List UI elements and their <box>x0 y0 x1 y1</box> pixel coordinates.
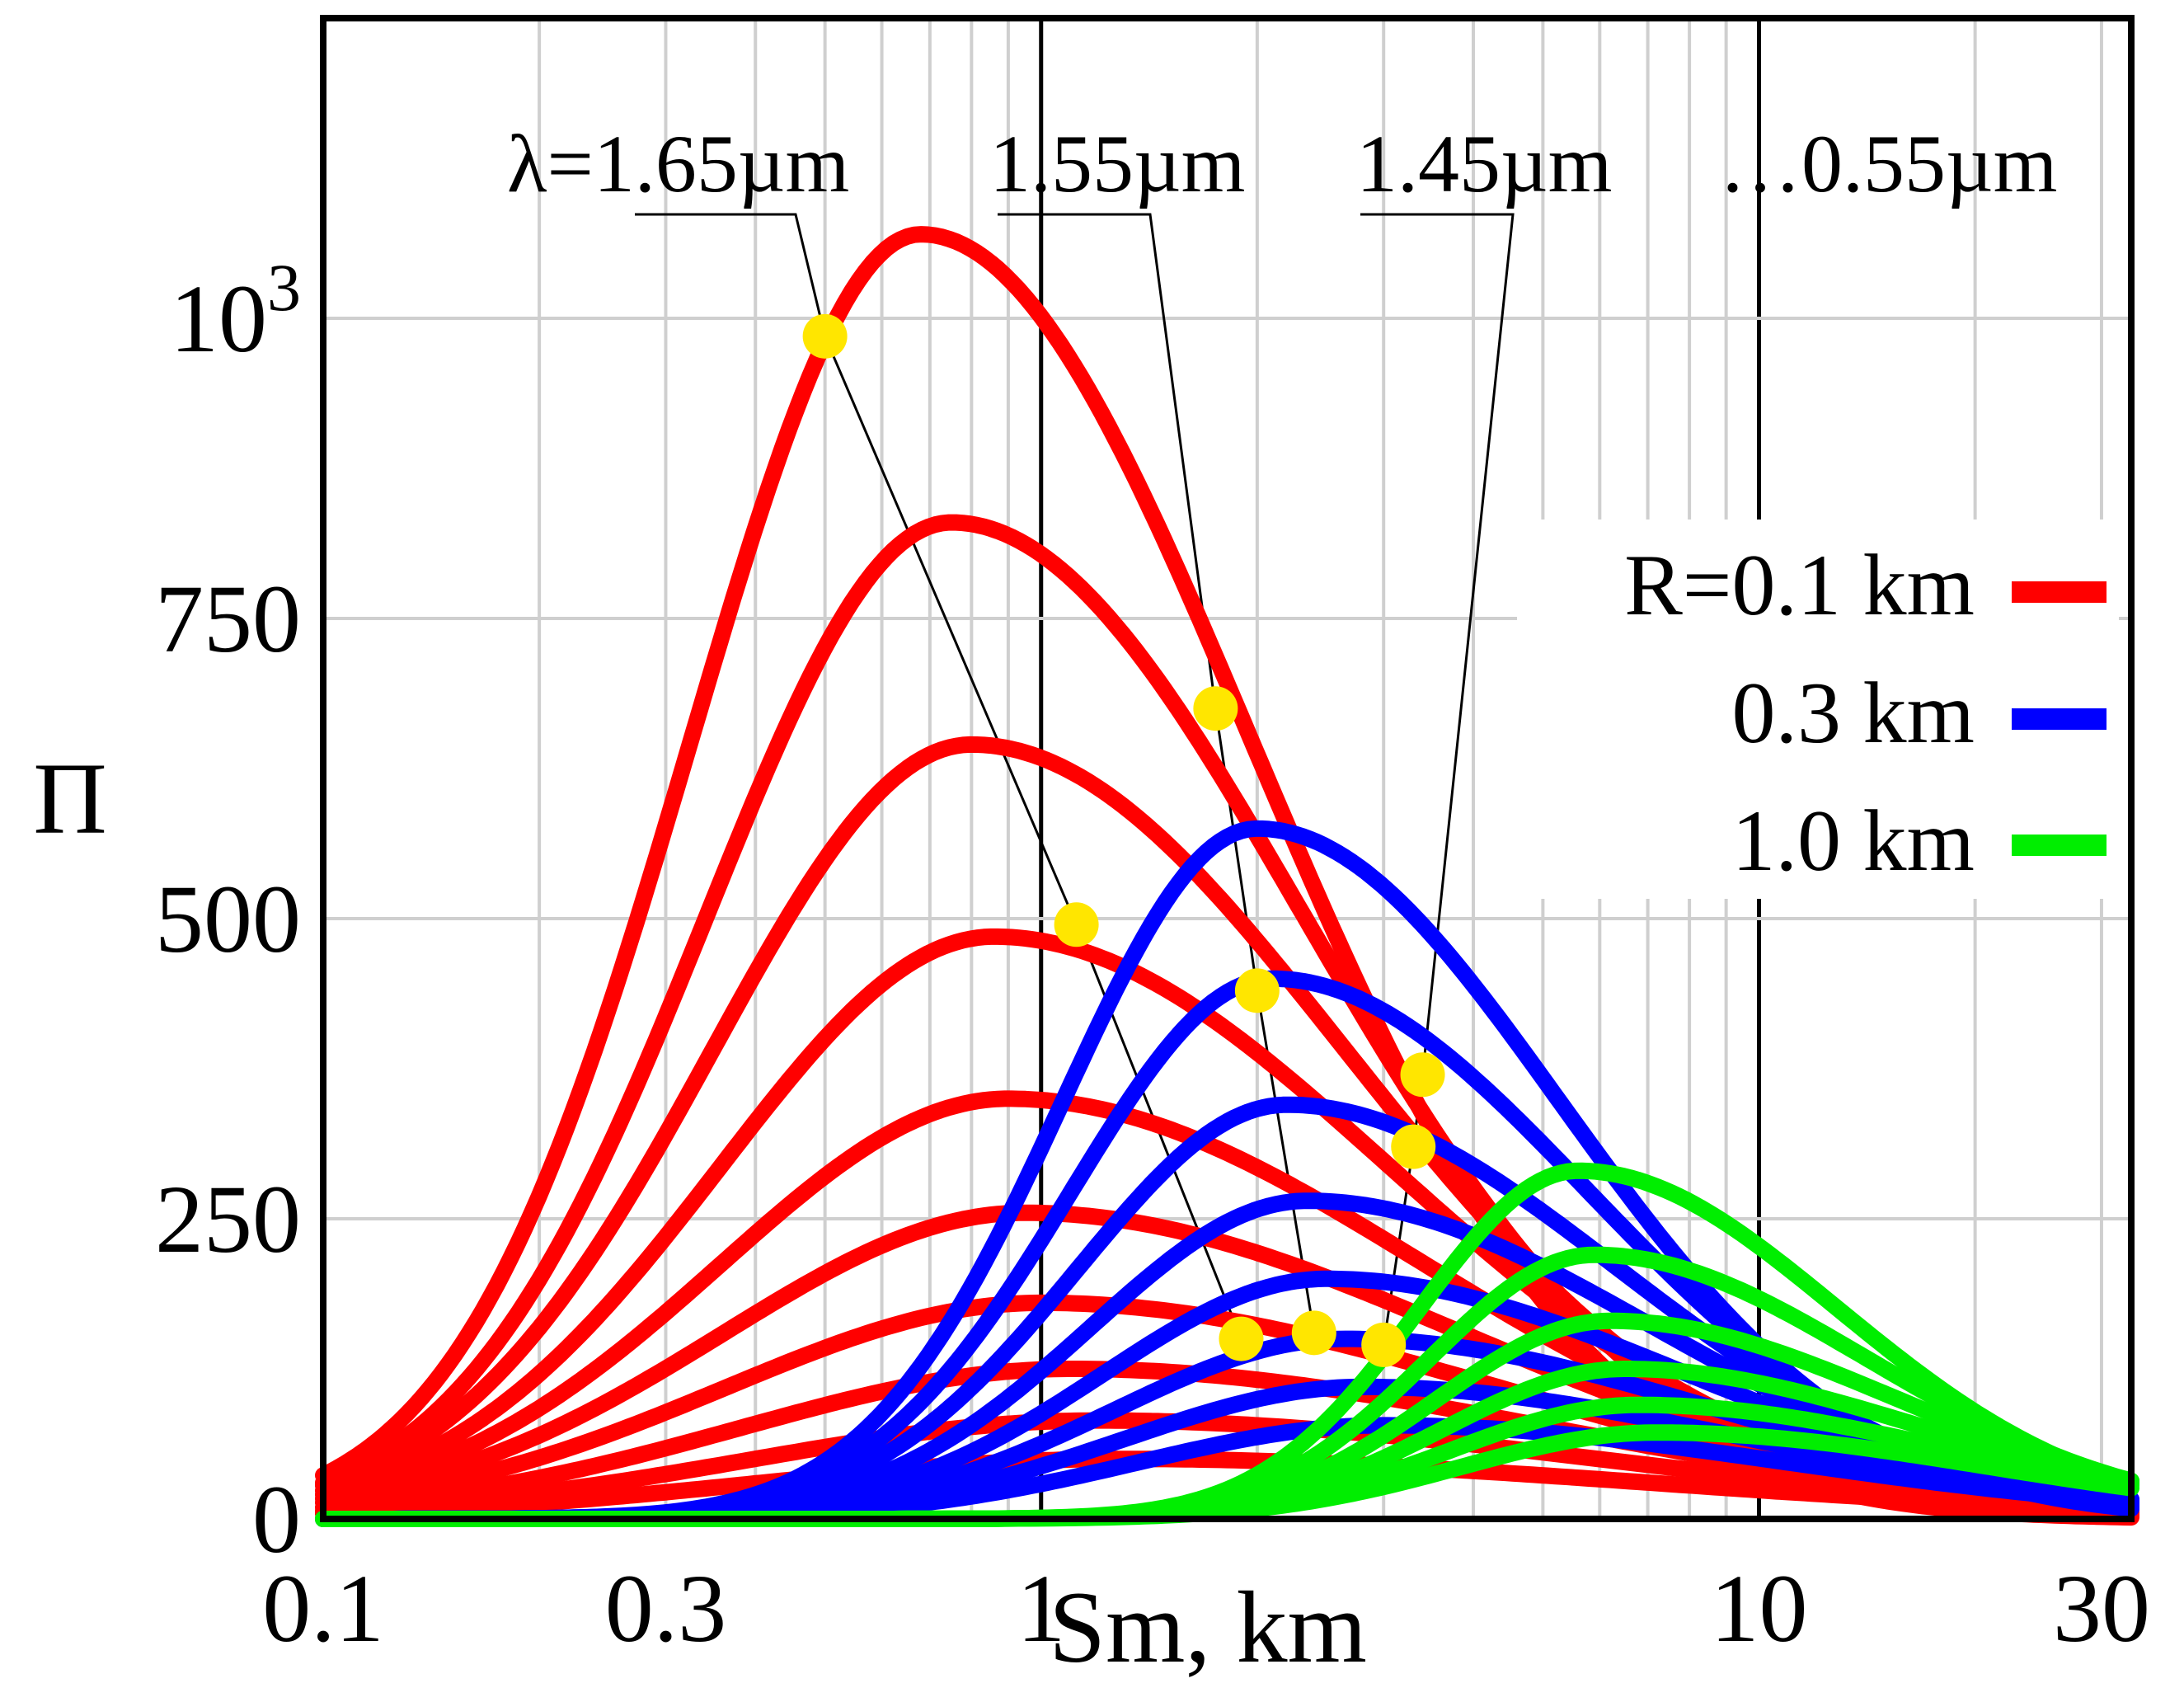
y-tick-label: 500 <box>155 865 301 973</box>
x-tick-label: 10 <box>1711 1554 1808 1662</box>
x-tick-label: 0.3 <box>605 1554 727 1662</box>
x-tick-label: 1 <box>1017 1554 1065 1662</box>
y-tick-label: 750 <box>155 565 301 673</box>
legend-label-1: R=0.1 km <box>1624 537 1975 633</box>
x-tick-label: 0.1 <box>262 1554 384 1662</box>
wavelength-label-1: λ=1.65µm <box>507 118 849 209</box>
wavelength-label-3: 1.45µm <box>1356 118 1612 209</box>
legend-label-2: 0.3 km <box>1732 665 1975 761</box>
wavelength-marker <box>802 313 848 359</box>
wavelength-marker <box>1400 1052 1445 1098</box>
wavelength-label-2: 1.55µm <box>989 118 1245 209</box>
series-group <box>315 226 2139 1527</box>
x-tick-label: 30 <box>2053 1554 2150 1662</box>
y-tick-label: 250 <box>155 1165 301 1273</box>
wavelength-marker <box>1391 1124 1436 1169</box>
wavelength-marker <box>1219 1316 1264 1361</box>
wavelength-marker <box>1361 1322 1407 1367</box>
y-tick-exponent: 3 <box>267 250 301 325</box>
series-curve <box>315 1412 2139 1520</box>
plot-frame <box>320 15 2135 1522</box>
y-tick-label: 0 <box>252 1465 301 1573</box>
wavelength-marker <box>1054 902 1099 947</box>
legend: R=0.1 km 0.3 km 1.0 km <box>1517 520 2119 899</box>
marker-group <box>802 313 1445 1367</box>
wavelength-marker <box>1291 1310 1336 1356</box>
x-axis-title: Sm, km <box>1049 1571 1367 1684</box>
wavelength-marker <box>1234 968 1280 1013</box>
wavelength-labels: λ=1.65µm 1.55µm 1.45µm …0.55µm <box>507 118 2057 209</box>
wavelength-marker <box>1193 686 1238 731</box>
wavelength-label-4: …0.55µm <box>1719 118 2057 209</box>
x-axis-ticks: 0.1 0.3 1 10 30 <box>262 1554 2150 1662</box>
legend-label-3: 1.0 km <box>1732 792 1975 889</box>
y-axis-title: Π <box>33 742 107 855</box>
series-curve <box>315 1450 2139 1522</box>
